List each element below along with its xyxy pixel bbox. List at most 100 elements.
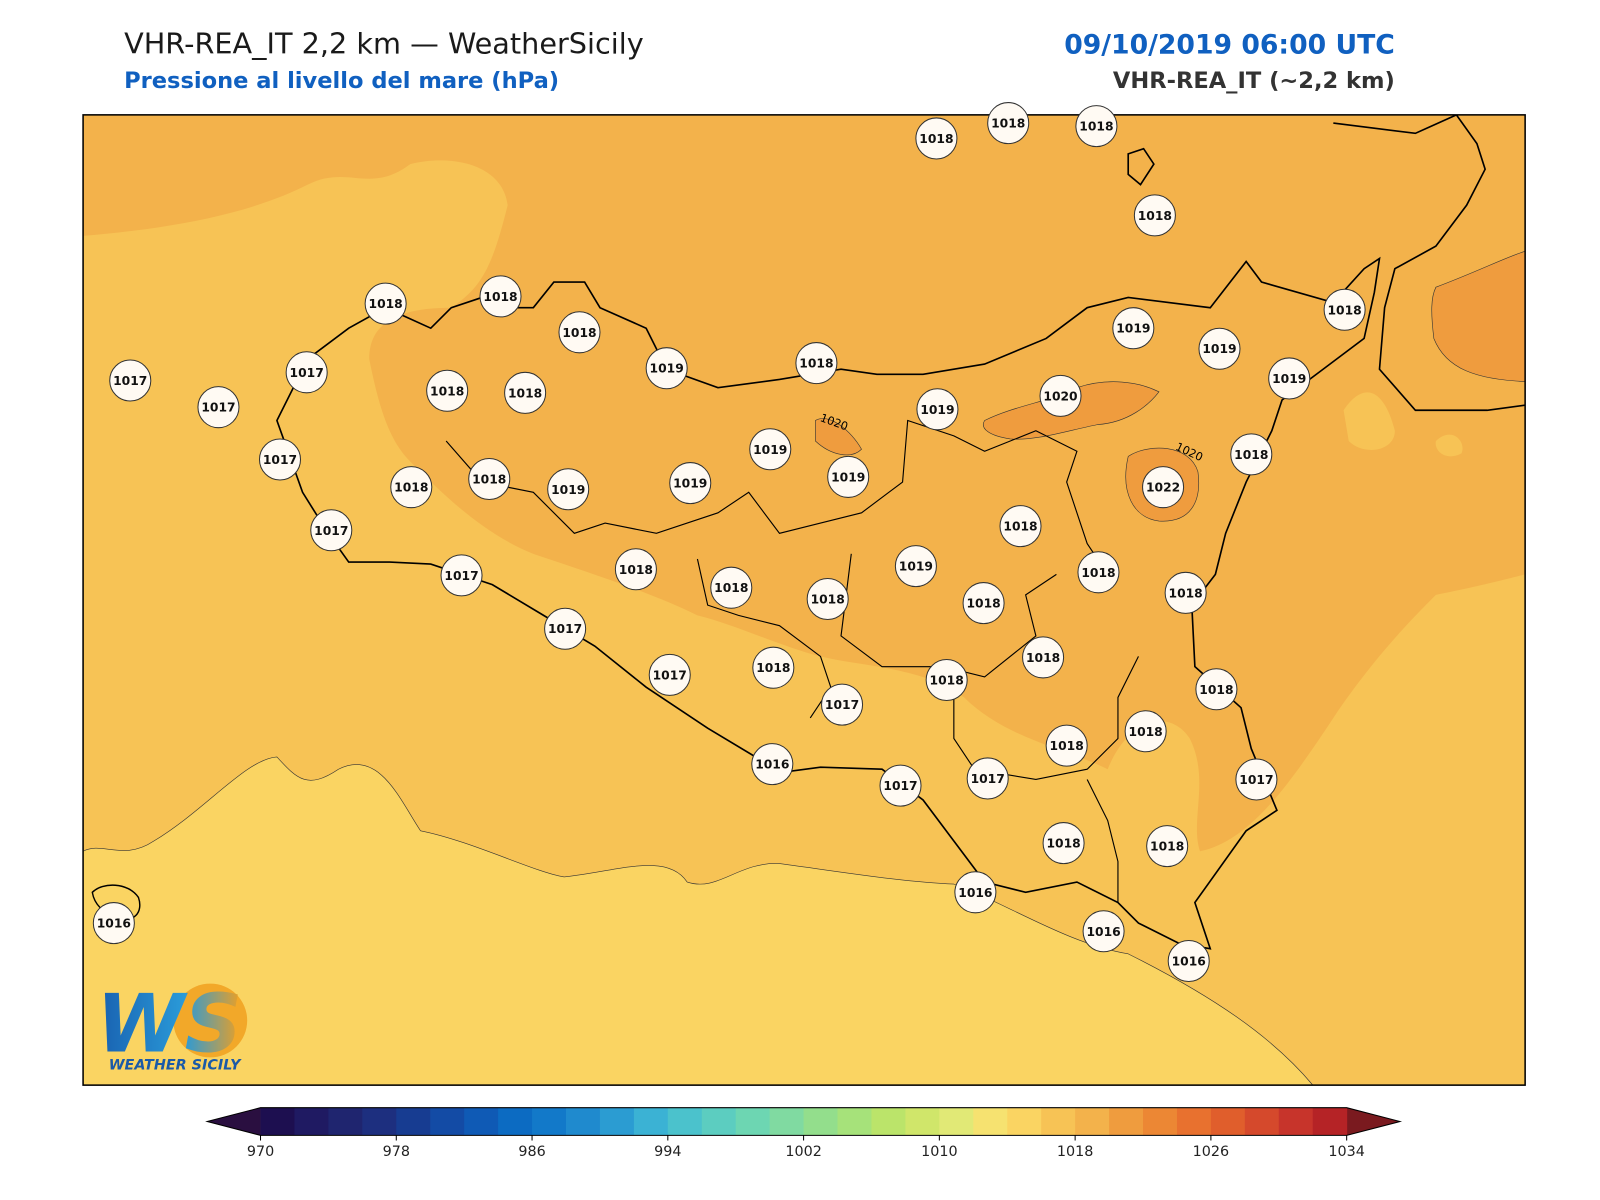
colorbar-tick-label: 978	[383, 1144, 410, 1160]
station-marker	[197, 386, 240, 429]
station-value: 1018	[799, 357, 833, 371]
station-value: 1018	[1046, 837, 1080, 851]
colorbar-segment	[769, 1107, 805, 1136]
logo-name: WEATHER SICILY	[109, 1058, 242, 1074]
station-value: 1017	[113, 374, 147, 388]
station-marker	[614, 548, 657, 591]
station-marker	[749, 428, 792, 471]
station: 1017	[109, 359, 152, 402]
station: 1017	[440, 554, 483, 597]
coastline	[276, 256, 1381, 950]
station-marker	[894, 545, 937, 588]
station-value: 1018	[1150, 840, 1184, 854]
colorbar-segment	[667, 1107, 703, 1136]
station-marker	[966, 757, 1009, 800]
station-value: 1018	[472, 473, 506, 487]
station-marker	[285, 351, 328, 394]
station-marker	[1039, 374, 1082, 417]
colorbar-segment	[871, 1107, 906, 1136]
station: 1019	[894, 545, 937, 588]
station-marker	[1323, 288, 1366, 331]
colorbar-segment	[905, 1107, 940, 1136]
station-value: 1018	[619, 563, 653, 577]
station-marker	[92, 902, 135, 945]
station-marker	[558, 311, 601, 354]
station-value: 1018	[1050, 739, 1084, 753]
datetime: 09/10/2019 06:00 UTC	[1064, 29, 1395, 60]
station-value: 1019	[650, 362, 684, 376]
colorbar-segment	[464, 1107, 499, 1136]
station-value: 1018	[991, 117, 1025, 131]
colorbar-tick-label: 1010	[921, 1144, 958, 1160]
station: 1019	[1268, 357, 1311, 400]
station-value: 1018	[369, 297, 403, 311]
station-marker	[1124, 710, 1167, 753]
station: 1016	[954, 871, 997, 914]
station-value: 1017	[653, 668, 687, 682]
station: 1022	[1142, 466, 1185, 509]
station: 1017	[1235, 758, 1278, 801]
station: 1017	[258, 438, 302, 481]
station: 1016	[1167, 940, 1210, 983]
colorbar-segment	[565, 1107, 601, 1136]
station-marker	[999, 505, 1042, 548]
station-marker	[1112, 307, 1155, 350]
station-value: 1018	[756, 661, 790, 675]
station: 1018	[558, 311, 601, 354]
station-value: 1018	[1234, 448, 1268, 462]
station-marker	[827, 455, 870, 498]
station: 1017	[285, 351, 328, 394]
station-marker	[1195, 668, 1238, 711]
station-marker	[1022, 636, 1065, 679]
station: 1018	[426, 369, 469, 412]
station-value: 1019	[551, 483, 585, 497]
station-value: 1018	[1327, 303, 1361, 317]
colorbar-segment	[1075, 1107, 1110, 1136]
station-marker	[1142, 466, 1185, 509]
station: 1018	[1045, 724, 1088, 767]
station: 1019	[827, 455, 870, 498]
station-marker	[1235, 758, 1278, 801]
station-value: 1016	[1086, 925, 1120, 939]
station-marker	[547, 468, 590, 511]
station-value: 1016	[755, 758, 789, 772]
colorbar-segment	[1143, 1107, 1178, 1136]
colorbar-segment	[803, 1107, 839, 1136]
station-marker	[426, 369, 469, 412]
colorbar-segment	[396, 1107, 431, 1136]
station-marker	[1164, 571, 1207, 614]
colorbar-segment	[430, 1107, 465, 1136]
station: 1019	[645, 347, 688, 390]
colorbar-tick-label: 970	[247, 1144, 274, 1160]
station-value: 1018	[1081, 566, 1115, 580]
colorbar-tick-label: 1002	[785, 1144, 822, 1160]
station: 1018	[710, 566, 753, 609]
station-marker	[479, 275, 522, 318]
station-value: 1017	[971, 772, 1005, 786]
station-value: 1018	[1026, 651, 1060, 665]
colorbar-segment	[939, 1107, 974, 1136]
station-value: 1016	[1172, 955, 1206, 969]
station-marker	[879, 764, 922, 807]
station: 1018	[1323, 288, 1366, 331]
station-marker	[1077, 551, 1120, 594]
station: 1018	[1164, 571, 1207, 614]
station: 1018	[1146, 825, 1189, 868]
station: 1018	[1022, 636, 1065, 679]
field-1020	[815, 418, 862, 456]
station: 1017	[310, 509, 353, 552]
station: 1018	[614, 548, 657, 591]
station-value: 1018	[394, 481, 428, 495]
station-value: 1018	[1199, 683, 1233, 697]
station: 1017	[966, 757, 1009, 800]
logo-mark: WS	[96, 977, 242, 1070]
station-marker	[821, 683, 864, 726]
station-marker	[648, 653, 691, 696]
station-value: 1019	[899, 560, 933, 574]
colorbar-under	[207, 1107, 261, 1136]
station-marker	[1045, 724, 1088, 767]
station: 1019	[1198, 327, 1241, 370]
station-value: 1017	[290, 366, 324, 380]
